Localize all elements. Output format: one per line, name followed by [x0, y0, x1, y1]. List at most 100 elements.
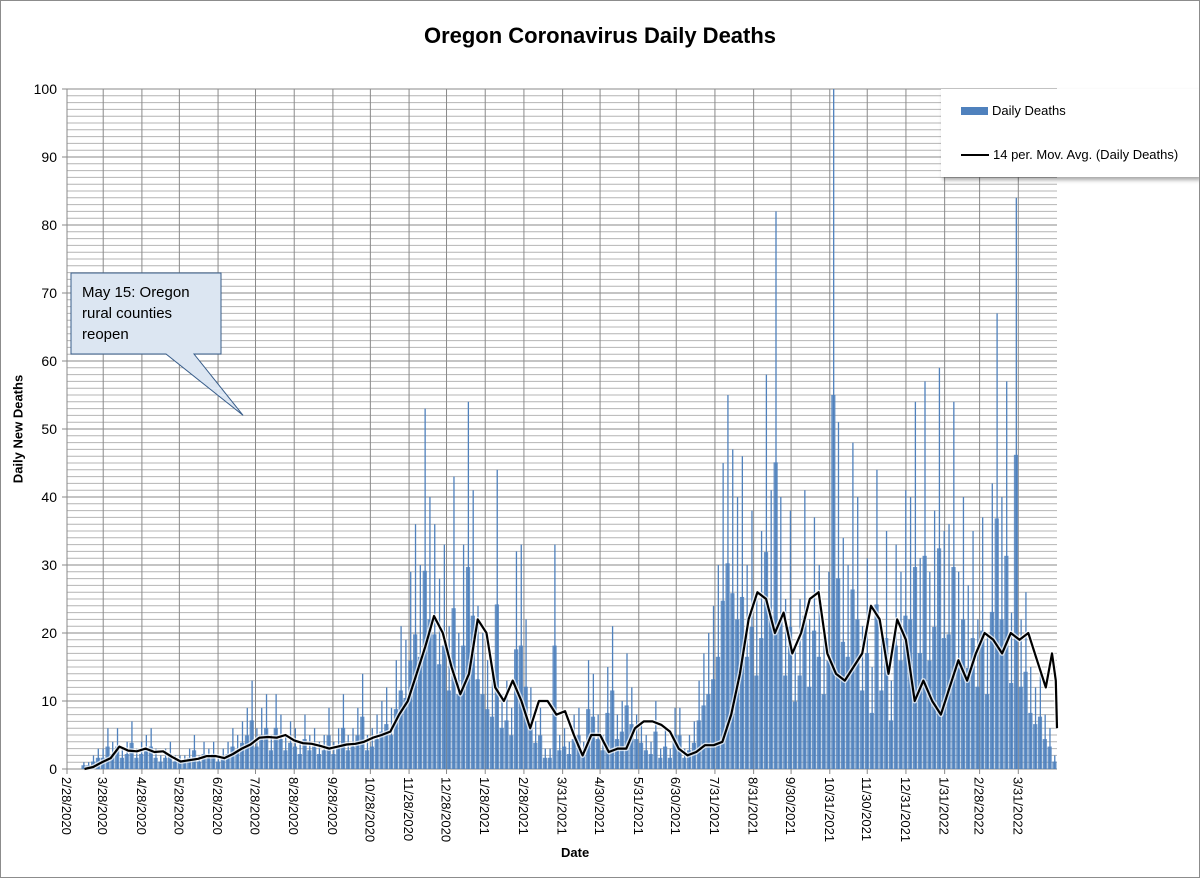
daily-deaths-bar-peak [741, 456, 744, 769]
daily-deaths-bar-peak [294, 728, 297, 769]
x-tick-label: 4/30/2021 [592, 777, 607, 835]
daily-deaths-bar-peak [410, 571, 412, 769]
daily-deaths-bar-peak [933, 510, 936, 769]
daily-deaths-bar-peak [977, 619, 979, 769]
daily-deaths-bar-peak [996, 313, 998, 769]
daily-deaths-bar-peak [443, 544, 446, 769]
daily-deaths-bar-peak [559, 735, 561, 769]
daily-deaths-bar-peak [174, 755, 176, 769]
daily-deaths-bar-peak [900, 571, 902, 769]
daily-deaths-bar-peak [756, 599, 758, 769]
daily-deaths-bar-peak [703, 653, 705, 769]
daily-deaths-bar-peak [501, 694, 503, 769]
daily-deaths-bar-peak [318, 741, 321, 769]
daily-deaths-bar-peak [943, 531, 945, 769]
daily-deaths-bar-peak [506, 680, 508, 769]
daily-deaths-bar-peak [722, 463, 724, 769]
daily-deaths-bar-peak [193, 735, 196, 769]
daily-deaths-bar-peak [477, 605, 479, 769]
daily-deaths-bar-peak [333, 741, 335, 769]
legend-label: 14 per. Mov. Avg. (Daily Deaths) [993, 147, 1179, 162]
daily-deaths-bar-peak [270, 735, 272, 769]
daily-deaths-bar-peak [102, 748, 104, 769]
daily-deaths-bar-peak [256, 728, 258, 769]
daily-deaths-bar-peak [650, 741, 652, 769]
daily-deaths-bar-peak [909, 497, 912, 769]
daily-deaths-bar-peak [732, 449, 734, 769]
daily-deaths-bar-peak [563, 728, 566, 769]
legend-bar-swatch [961, 106, 988, 115]
daily-deaths-bar-peak [323, 735, 325, 769]
daily-deaths-bar-peak [328, 707, 330, 769]
daily-deaths-bar-peak [866, 558, 868, 769]
daily-deaths-bar-peak [708, 633, 710, 769]
daily-deaths-bar-peak [280, 714, 282, 769]
daily-deaths-bar-peak [948, 524, 950, 769]
daily-deaths-bar-peak [847, 565, 849, 769]
daily-deaths-bar-peak [616, 714, 619, 769]
daily-deaths-bar-peak [808, 619, 811, 769]
daily-deaths-bar-peak [491, 673, 494, 769]
daily-deaths-bar-peak [626, 653, 628, 769]
x-tick-label: 8/28/2020 [286, 777, 301, 835]
daily-deaths-bar-peak [376, 714, 378, 769]
x-axis-label: Date [561, 845, 590, 860]
x-tick-label: 11/30/2021 [859, 777, 874, 841]
daily-deaths-bar-peak [775, 211, 777, 769]
daily-deaths-bar-peak [107, 728, 109, 769]
daily-deaths-bar-peak [453, 476, 455, 769]
daily-deaths-bar-peak [804, 490, 806, 769]
daily-deaths-bar-peak [986, 633, 989, 769]
daily-deaths-bar-peak [208, 748, 210, 769]
daily-deaths-bar-peak [424, 408, 426, 769]
daily-deaths-bar-peak [664, 728, 667, 769]
x-tick-label: 9/30/2021 [783, 777, 798, 835]
daily-deaths-bar-peak [241, 721, 244, 769]
x-tick-label: 6/30/2021 [668, 777, 683, 835]
daily-deaths-bar-peak [597, 714, 599, 769]
daily-deaths-bar-peak [857, 497, 859, 769]
daily-deaths-bar-peak [126, 741, 128, 769]
daily-deaths-bar-peak [515, 551, 518, 769]
daily-deaths-bar-peak [371, 728, 373, 769]
daily-deaths-bar-peak [833, 89, 835, 769]
daily-deaths-bar-peak [535, 721, 537, 769]
daily-deaths-bar-peak [659, 748, 662, 769]
daily-deaths-bar-peak [693, 721, 695, 769]
daily-deaths-bar-peak [813, 517, 816, 769]
legend: Daily Deaths 14 per. Mov. Avg. (Daily De… [941, 89, 1199, 177]
daily-deaths-bar-peak [568, 741, 570, 769]
daily-deaths-bar-peak [347, 735, 349, 769]
x-tick-label: 3/31/2021 [555, 777, 570, 835]
daily-deaths-bar-peak [621, 701, 623, 769]
daily-deaths-bar-peak [1039, 673, 1042, 769]
daily-deaths-bar-peak [554, 544, 556, 769]
daily-deaths-bar-peak [640, 721, 643, 769]
daily-deaths-bar-peak [232, 728, 234, 769]
daily-deaths-bar-peak [929, 571, 931, 769]
daily-deaths-bar-peak [736, 497, 739, 769]
daily-deaths-bar-peak [794, 646, 796, 769]
x-tick-label: 7/28/2020 [248, 777, 263, 835]
daily-deaths-bar-peak [217, 755, 220, 769]
daily-deaths-bar-peak [121, 748, 123, 769]
daily-deaths-bar-peak [905, 490, 907, 769]
daily-deaths-bar-peak [539, 707, 542, 769]
daily-deaths-bar-peak [717, 565, 719, 769]
legend-label: Daily Deaths [992, 103, 1066, 118]
daily-deaths-bar-peak [549, 748, 551, 769]
daily-deaths-bar-peak [1001, 497, 1003, 769]
daily-deaths-bar-peak [289, 721, 292, 769]
x-tick-label: 10/28/2020 [362, 777, 377, 842]
x-tick-label: 1/31/2022 [937, 777, 952, 835]
daily-deaths-bar-peak [145, 735, 148, 769]
daily-deaths-bar-peak [924, 381, 926, 769]
daily-deaths-bar-peak [386, 687, 388, 769]
daily-deaths-bar-peak [83, 762, 85, 769]
daily-deaths-bar-peak [635, 714, 638, 769]
daily-deaths-bar-peak [890, 680, 893, 769]
daily-deaths-bar-peak [1034, 687, 1037, 769]
annotation-text: May 15: Oregon rural counties reopen [82, 284, 190, 343]
y-tick-label: 10 [41, 693, 57, 709]
